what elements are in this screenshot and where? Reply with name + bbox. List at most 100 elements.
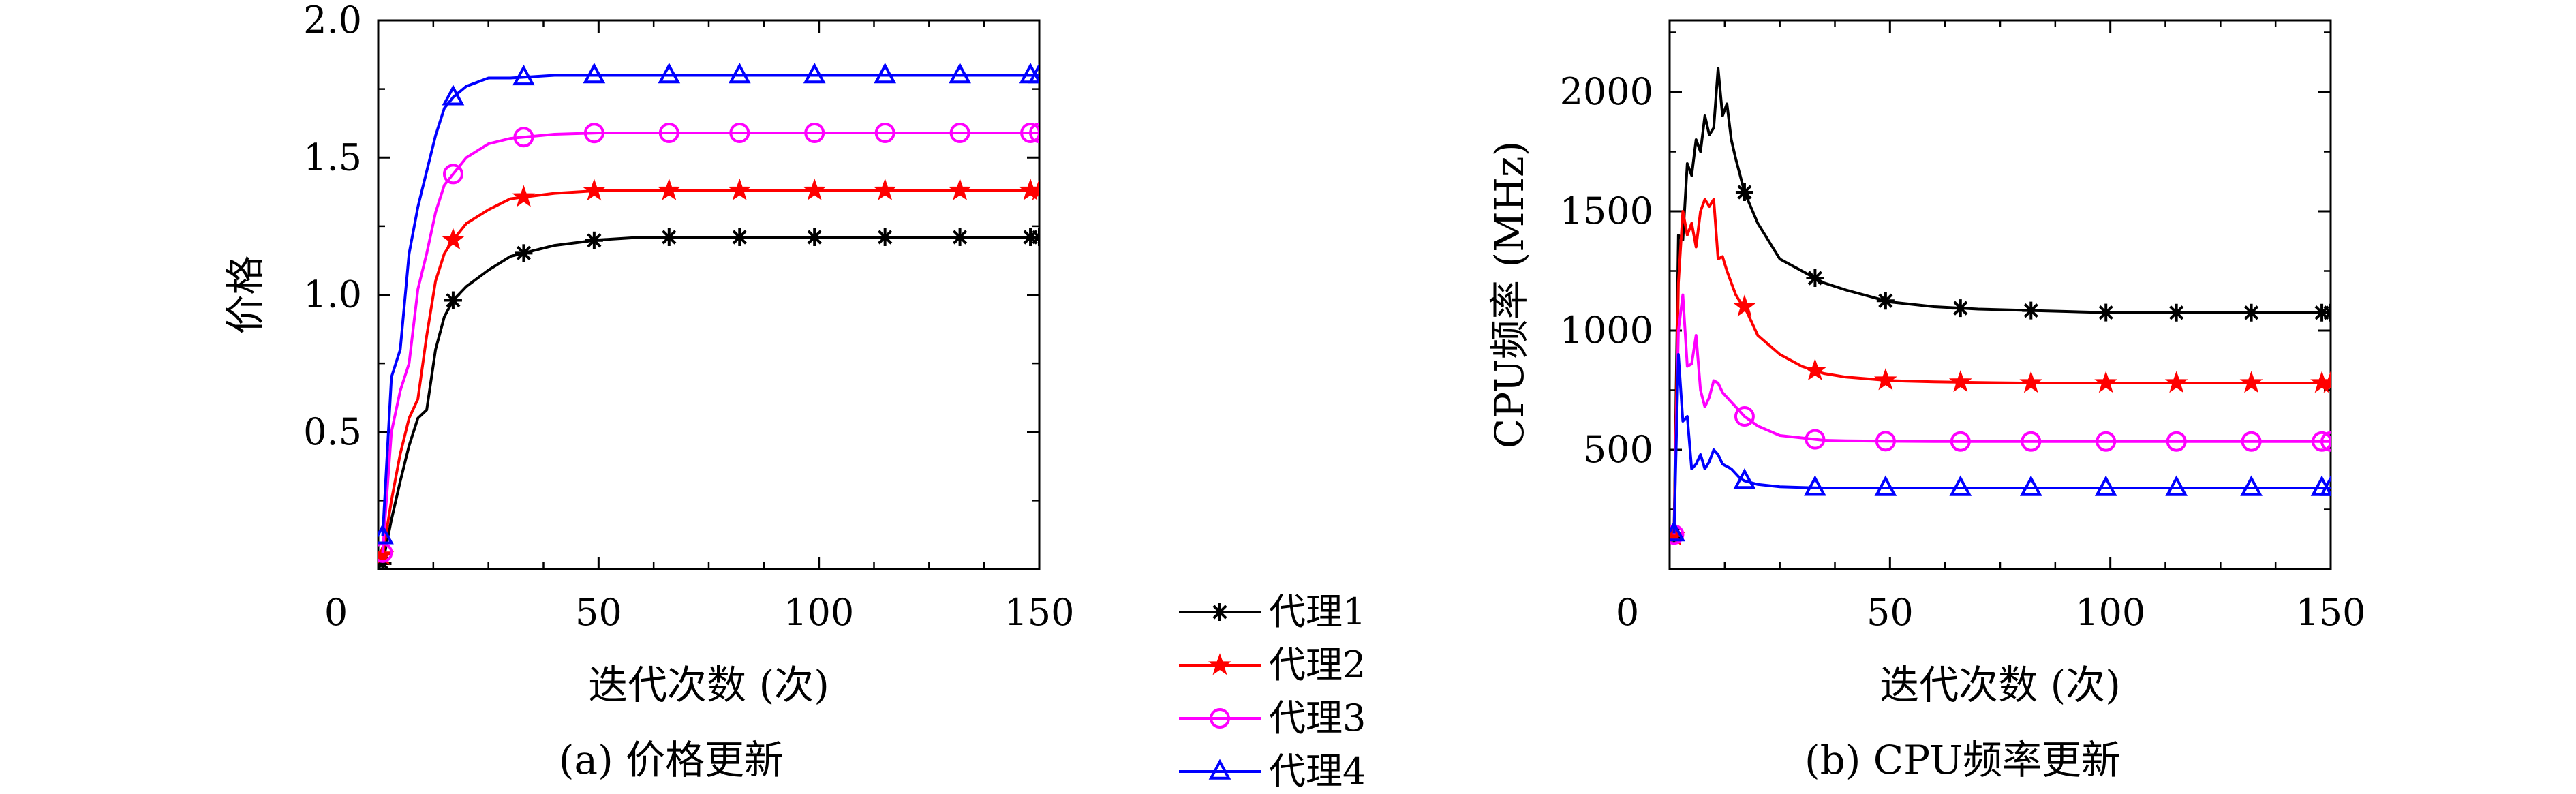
series-point [2096, 431, 2117, 452]
series-point [1029, 123, 1039, 144]
series-代理2 [378, 178, 1039, 566]
series-point [444, 291, 462, 309]
series-point [1876, 292, 1895, 310]
series-point [442, 164, 463, 185]
series-point [2239, 371, 2263, 393]
legend-entry: 代理2 [1179, 643, 1366, 686]
series-point [728, 178, 752, 200]
x-tick-label: 100 [2075, 591, 2145, 634]
x-tick-label: 150 [1004, 591, 1074, 634]
series-point [729, 123, 750, 144]
y-tick-label: 0.5 [303, 410, 362, 453]
series-point [2319, 475, 2331, 496]
series-代理1 [378, 228, 1039, 569]
series-point [1028, 178, 1039, 200]
series-point [2165, 475, 2188, 496]
series-point [874, 123, 895, 144]
legend-label: 代理3 [1269, 697, 1366, 739]
series-point [874, 62, 897, 84]
series-point [513, 127, 534, 148]
series-point [657, 178, 681, 200]
legend-entry: 代理3 [1179, 697, 1366, 739]
series-point [515, 244, 533, 262]
series-point [2166, 431, 2187, 452]
series-point [1948, 370, 1972, 393]
series-line [381, 236, 1039, 564]
y-tick-label: 2000 [1560, 70, 1653, 113]
y-axis-label: 价格 [222, 255, 269, 334]
series-point [1733, 468, 1756, 489]
series-point [728, 62, 751, 84]
series-point [1803, 358, 1827, 381]
y-tick-label: 2.0 [303, 0, 362, 42]
figure-caption: (b) CPU频率更新 [1805, 737, 2121, 783]
series-point [2097, 303, 2115, 322]
series-point [1806, 269, 1824, 287]
series-point [949, 62, 971, 84]
y-tick-label: 1000 [1560, 309, 1653, 352]
series-point [731, 228, 749, 246]
x-tick-label: 50 [575, 591, 622, 634]
series-point [658, 62, 681, 84]
chart-cpu-frequency-update: 0 50 100 150 500 1000 1500 2000 迭代次数 (次) CPU频率 (M… [1486, 19, 2366, 783]
series-point [442, 228, 465, 250]
series-line [381, 132, 1039, 553]
series-point [876, 228, 894, 246]
series-point [2242, 303, 2260, 322]
legend-marker [1208, 759, 1231, 780]
series-point [804, 123, 825, 144]
x-axis: 0 50 100 150 [1616, 20, 2366, 634]
series-point [2021, 431, 2042, 452]
series-point [951, 228, 969, 246]
series-point [660, 228, 678, 246]
series-point [2094, 371, 2118, 393]
series-line [1672, 293, 2331, 535]
chart-price-update: 0 50 100 150 0.5 1.0 1.5 2.0 迭代次数 (次) 价格 (a) 价格更新 [222, 0, 1075, 783]
x-tick-label: 100 [784, 591, 854, 634]
series-point [948, 178, 972, 200]
series-point [1950, 431, 1971, 452]
series-point [1030, 228, 1039, 246]
series-line [381, 189, 1039, 556]
series-point [658, 123, 679, 144]
series-point [1734, 406, 1755, 427]
y-axis-label: CPU频率 (MHz) [1486, 141, 1533, 448]
legend: 代理1 代理2 代理3 代理4 [1179, 590, 1366, 793]
series-point [512, 185, 536, 207]
series-point [2322, 303, 2331, 322]
series-line [1672, 353, 2331, 534]
series-point [2312, 431, 2331, 452]
series-point [803, 178, 827, 200]
series-point [2094, 475, 2117, 496]
legend-label: 代理2 [1269, 643, 1366, 686]
figure-caption: (a) 价格更新 [559, 737, 784, 783]
x-axis: 0 50 100 150 [324, 20, 1075, 634]
x-tick-label: 0 [324, 591, 348, 634]
series-point [1733, 294, 1756, 317]
series-point [2240, 475, 2263, 496]
series-代理3 [1670, 293, 2331, 545]
series-代理2 [1670, 198, 2331, 546]
legend-marker [1211, 603, 1229, 621]
series-point [2319, 371, 2331, 393]
series-point [873, 178, 897, 200]
legend-entry: 代理1 [1179, 590, 1366, 633]
series-point [1028, 62, 1039, 84]
series-point [378, 523, 394, 545]
series-point [2167, 303, 2186, 322]
x-tick-label: 0 [1616, 591, 1639, 634]
legend-label: 代理1 [1269, 590, 1366, 633]
series-point [583, 123, 604, 144]
series-point [1951, 299, 1969, 318]
legend-marker [1208, 653, 1231, 675]
y-axis: 500 1000 1500 2000 [1560, 31, 2331, 510]
series-point [1874, 475, 1897, 496]
series-point [803, 62, 826, 84]
series-point [1875, 431, 1896, 452]
series-point [583, 62, 606, 84]
series-point [1735, 183, 1753, 201]
y-tick-label: 1.0 [303, 273, 362, 316]
series-代理4 [1670, 353, 2331, 542]
legend-label: 代理4 [1269, 750, 1366, 793]
